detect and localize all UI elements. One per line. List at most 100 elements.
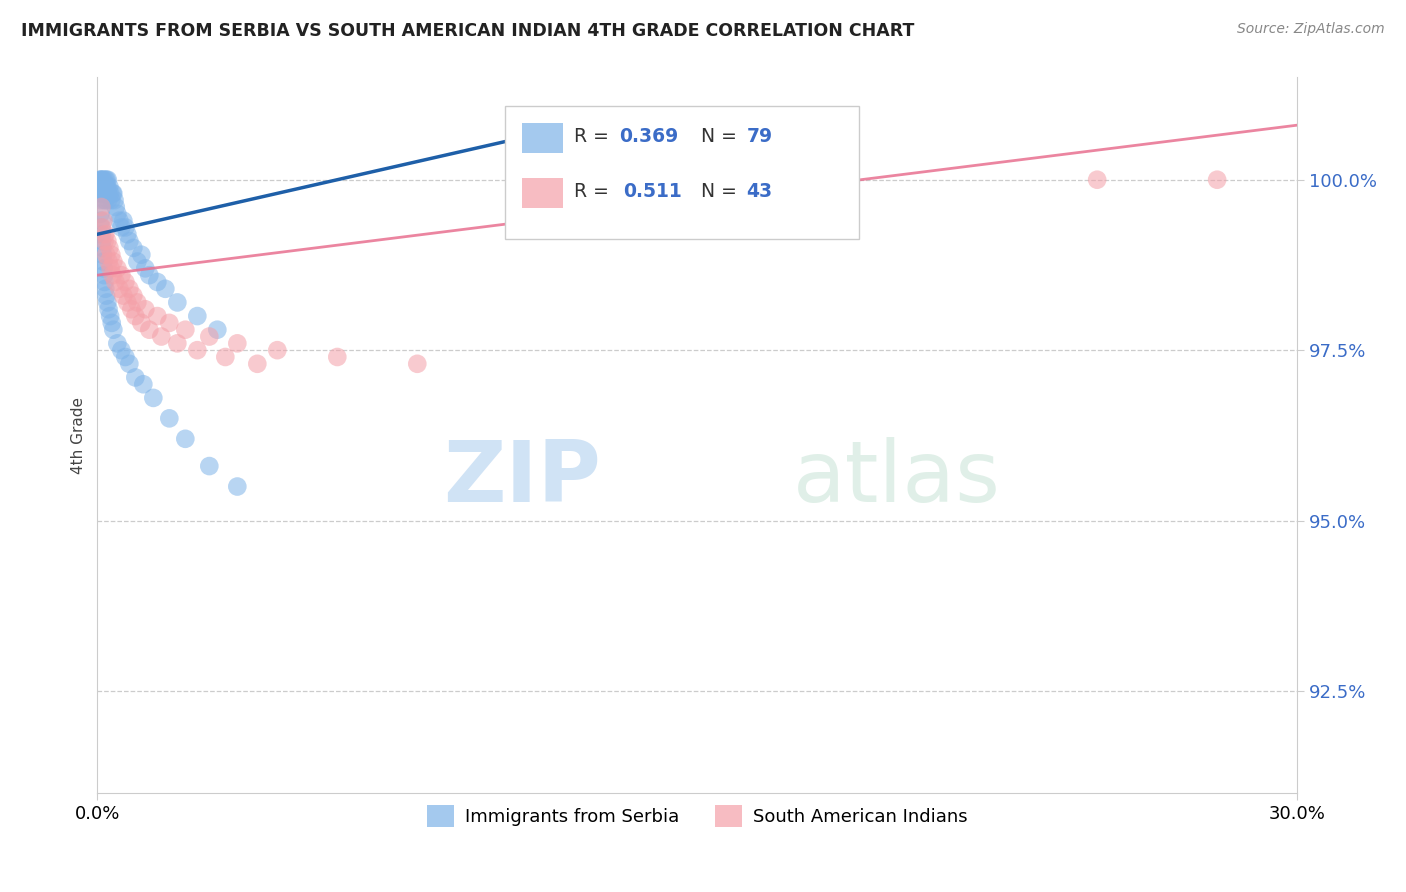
Point [207, 323, 229, 337]
Point [91, 241, 114, 255]
Point [96, 186, 118, 201]
Point [91, 248, 114, 262]
Point [174, 432, 197, 446]
Point [90, 227, 112, 242]
Point [91, 234, 114, 248]
Y-axis label: 4th Grade: 4th Grade [72, 397, 86, 474]
Point [112, 288, 135, 302]
FancyBboxPatch shape [522, 178, 562, 209]
Point [326, 350, 349, 364]
Point [1206, 172, 1229, 186]
Point [198, 459, 221, 474]
Point [100, 261, 122, 276]
Point [138, 268, 160, 282]
Point [90, 172, 112, 186]
Point [246, 357, 269, 371]
Point [97, 172, 120, 186]
Point [97, 254, 120, 268]
Point [94, 186, 117, 201]
Text: R =: R = [574, 128, 614, 146]
Point [97, 193, 120, 207]
Point [138, 323, 160, 337]
Point [98, 186, 121, 201]
Point [127, 295, 149, 310]
Point [93, 234, 115, 248]
Point [93, 186, 115, 201]
Point [131, 248, 153, 262]
Point [94, 179, 117, 194]
Point [96, 172, 118, 186]
Point [103, 193, 125, 207]
Point [94, 288, 117, 302]
Point [110, 268, 132, 282]
Point [214, 350, 236, 364]
Point [105, 336, 128, 351]
Point [91, 220, 114, 235]
Point [90, 213, 112, 227]
Point [114, 275, 136, 289]
Text: 0.369: 0.369 [619, 128, 679, 146]
Point [112, 213, 135, 227]
Point [89, 172, 111, 186]
Point [150, 329, 173, 343]
Point [166, 295, 188, 310]
Text: N =: N = [700, 183, 742, 202]
Point [96, 295, 118, 310]
Point [96, 179, 118, 194]
FancyBboxPatch shape [522, 123, 562, 153]
Point [157, 316, 180, 330]
Point [108, 282, 131, 296]
Point [90, 179, 112, 194]
Point [94, 172, 117, 186]
Text: 43: 43 [747, 183, 772, 202]
Point [93, 275, 115, 289]
Point [98, 241, 121, 255]
Point [94, 227, 117, 242]
Point [105, 207, 128, 221]
Text: IMMIGRANTS FROM SERBIA VS SOUTH AMERICAN INDIAN 4TH GRADE CORRELATION CHART: IMMIGRANTS FROM SERBIA VS SOUTH AMERICAN… [21, 22, 914, 40]
Point [105, 261, 128, 276]
Text: N =: N = [700, 128, 742, 146]
Point [120, 302, 142, 317]
Point [93, 268, 115, 282]
Point [226, 479, 249, 493]
Point [97, 302, 120, 317]
Point [94, 248, 117, 262]
Point [198, 329, 221, 343]
Point [94, 179, 117, 194]
Point [103, 323, 125, 337]
Text: atlas: atlas [793, 437, 1001, 520]
Point [101, 268, 124, 282]
Point [104, 200, 127, 214]
Point [89, 186, 111, 201]
Point [93, 254, 115, 268]
Text: 0.511: 0.511 [623, 183, 682, 202]
Point [110, 343, 132, 358]
Point [93, 213, 115, 227]
Point [93, 261, 115, 276]
Point [186, 309, 208, 323]
Point [146, 309, 169, 323]
Point [122, 288, 145, 302]
Point [118, 357, 141, 371]
Point [127, 254, 149, 268]
Point [226, 336, 249, 351]
Point [93, 172, 115, 186]
FancyBboxPatch shape [505, 106, 859, 238]
Point [98, 179, 121, 194]
Point [266, 343, 288, 358]
Text: ZIP: ZIP [443, 437, 602, 520]
Point [406, 357, 429, 371]
Point [157, 411, 180, 425]
Legend: Immigrants from Serbia, South American Indians: Immigrants from Serbia, South American I… [419, 798, 974, 834]
Point [166, 336, 188, 351]
Point [94, 282, 117, 296]
Point [101, 186, 124, 201]
Point [89, 179, 111, 194]
Point [90, 193, 112, 207]
Text: 79: 79 [747, 128, 772, 146]
Point [186, 343, 208, 358]
Point [91, 186, 114, 201]
Point [90, 207, 112, 221]
Point [174, 323, 197, 337]
